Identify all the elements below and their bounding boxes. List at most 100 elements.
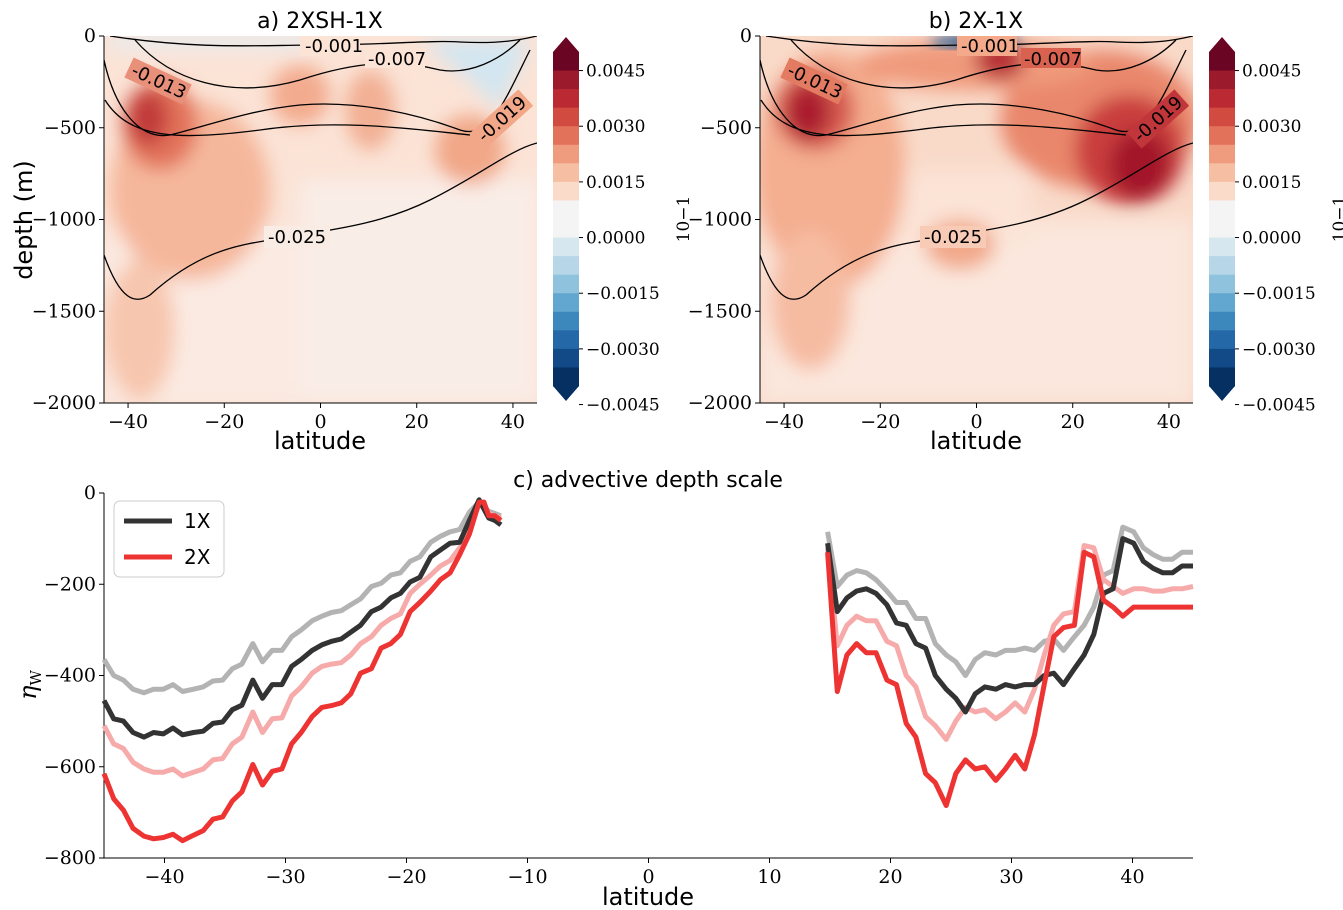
colorbar-band bbox=[553, 70, 579, 90]
x-tick-label: −40 bbox=[764, 411, 804, 433]
colorbar-band bbox=[1209, 348, 1235, 368]
x-tick-label: 40 bbox=[1157, 411, 1181, 433]
y-tick-label: −1000 bbox=[688, 209, 752, 231]
colorbar-tick-label: −0.0045 bbox=[586, 396, 660, 416]
colorbar-tick-label: −0.0030 bbox=[586, 340, 660, 360]
contour-line bbox=[104, 99, 471, 137]
x-tick-label: −40 bbox=[108, 411, 148, 433]
colorbar-band bbox=[1209, 107, 1235, 127]
colorbar-band bbox=[553, 256, 579, 276]
series-line-2x-light- bbox=[825, 543, 1194, 742]
series-line-2x bbox=[825, 549, 1193, 808]
colorbar-band bbox=[1209, 89, 1235, 109]
legend-label-1x: 1X bbox=[184, 509, 211, 533]
panel-c-xlabel: latitude bbox=[602, 883, 694, 910]
colorbar-band bbox=[553, 181, 579, 201]
colorbar-band bbox=[553, 107, 579, 127]
panel-c-title: c) advective depth scale bbox=[513, 468, 783, 493]
colorbar-band bbox=[1209, 219, 1235, 239]
contour-label: -0.001 bbox=[961, 36, 1019, 57]
colorbar-band bbox=[1209, 181, 1235, 201]
colorbar-tick-label: 0.0015 bbox=[586, 173, 645, 193]
colorbar-band bbox=[553, 163, 579, 183]
contour-label: -0.007 bbox=[368, 49, 426, 70]
panel-b-title: b) 2X-1X bbox=[929, 9, 1024, 34]
colorbar-band bbox=[553, 219, 579, 239]
colorbar-tick-label: 0.0045 bbox=[1242, 62, 1301, 82]
colorbar-band bbox=[1209, 274, 1235, 294]
x-tick-label: −10 bbox=[507, 866, 547, 888]
colorbar-tick-label: 0.0045 bbox=[586, 62, 645, 82]
colorbar-tick-label: 0.0030 bbox=[586, 117, 645, 137]
contour-line bbox=[134, 39, 521, 89]
colorbar-band bbox=[553, 144, 579, 164]
x-tick-label: 0 bbox=[642, 866, 654, 888]
panel-b-xticks: −40 −20 0 20 40 bbox=[764, 403, 1181, 433]
contour-line bbox=[760, 99, 1127, 137]
colorbar-band bbox=[553, 274, 579, 294]
x-tick-label: 40 bbox=[501, 411, 525, 433]
x-tick-label: −40 bbox=[144, 866, 184, 888]
colorbar-band bbox=[553, 293, 579, 313]
series-line-1x-light- bbox=[101, 499, 502, 696]
series-line-2x bbox=[101, 499, 503, 844]
contour-line bbox=[765, 36, 1193, 47]
x-tick-label: 20 bbox=[405, 411, 429, 433]
y-tick-label: 0 bbox=[84, 482, 96, 504]
panel-a-xticks: −40 −20 0 20 40 bbox=[108, 403, 525, 433]
colorbar-tick-label: 0.0015 bbox=[1242, 173, 1301, 193]
x-tick-label: −20 bbox=[386, 866, 426, 888]
panel-c-yticks: 0 −200 −400 −600 −800 bbox=[44, 482, 104, 869]
colorbar-tick-label: 0.0000 bbox=[586, 229, 645, 249]
x-tick-label: 20 bbox=[1061, 411, 1085, 433]
y-tick-label: 0 bbox=[740, 25, 752, 47]
panel-a-ylabel: depth (m) bbox=[10, 160, 38, 280]
panel-a-field bbox=[104, 36, 537, 403]
colorbar-label: 10−1 bbox=[674, 196, 694, 243]
colorbar-band bbox=[1209, 256, 1235, 276]
colorbar-band bbox=[553, 330, 579, 350]
colorbar-band bbox=[553, 52, 579, 72]
colorbar-band bbox=[1209, 126, 1235, 146]
contour-label: -0.001 bbox=[305, 36, 363, 57]
panel-c-legend: 1X 2X bbox=[113, 500, 225, 578]
colorbar-band bbox=[1209, 70, 1235, 90]
y-tick-label: −600 bbox=[44, 756, 96, 778]
colorbar-band bbox=[1209, 330, 1235, 350]
colorbar-tick-label: −0.0015 bbox=[586, 284, 660, 304]
x-tick-label: −20 bbox=[204, 411, 244, 433]
series-line-1x bbox=[101, 497, 503, 740]
panel-c: c) advective depth scale −40 −30 −20 −10 0 10… bbox=[14, 468, 1194, 910]
y-tick-label: −200 bbox=[44, 573, 96, 595]
colorbar-band bbox=[553, 311, 579, 331]
x-tick-label: 40 bbox=[1120, 866, 1144, 888]
colorbar-band bbox=[1209, 52, 1235, 72]
x-tick-label: 0 bbox=[314, 411, 326, 433]
colorbar-extend-top bbox=[1209, 37, 1235, 52]
panel-c-xticks: −40 −30 −20 −10 0 10 20 30 40 bbox=[144, 858, 1145, 888]
x-tick-label: −30 bbox=[265, 866, 305, 888]
y-tick-label: −400 bbox=[44, 665, 96, 687]
series-line-2x-light- bbox=[101, 501, 502, 779]
colorbar-band bbox=[1209, 293, 1235, 313]
contour-line bbox=[109, 36, 537, 47]
panel-b: -0.001 -0.007 -0.013 -0.019 -0.025 b) 2X… bbox=[688, 9, 1193, 455]
x-tick-label: 0 bbox=[970, 411, 982, 433]
panel-c-axes bbox=[103, 493, 1193, 859]
panel-a: -0.001 -0.007 -0.013 -0.019 -0.025 a) 2X… bbox=[10, 9, 537, 455]
colorbar-extend-bottom bbox=[1209, 386, 1235, 401]
colorbar-band bbox=[1209, 311, 1235, 331]
contour-label: -0.007 bbox=[1024, 49, 1082, 70]
colorbar-band bbox=[553, 126, 579, 146]
panel-b-xlabel: latitude bbox=[930, 427, 1022, 455]
x-tick-label: 30 bbox=[999, 866, 1023, 888]
panel-a-colorbar: 0.0045 0.0030 0.0015 0.0000 −0.0015 −0.0030 −0… bbox=[553, 37, 694, 416]
colorbar-band bbox=[1209, 163, 1235, 183]
y-tick-label: 0 bbox=[84, 25, 96, 47]
panel-a-title: a) 2XSH-1X bbox=[257, 9, 383, 34]
contour-label: -0.025 bbox=[268, 227, 326, 248]
colorbar-label: 10−1 bbox=[1330, 196, 1343, 243]
colorbar-band bbox=[1209, 237, 1235, 257]
y-tick-label: −2000 bbox=[688, 392, 752, 414]
panel-c-ylabel: ηW bbox=[14, 670, 45, 700]
